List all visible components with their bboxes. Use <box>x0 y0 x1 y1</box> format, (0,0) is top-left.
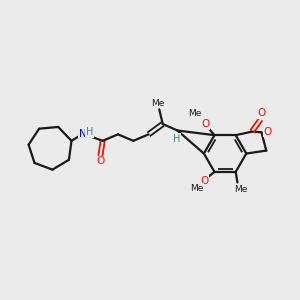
Text: O: O <box>201 119 209 129</box>
Text: H: H <box>86 127 93 137</box>
Text: O: O <box>263 127 272 137</box>
Text: N: N <box>79 129 86 139</box>
Text: O: O <box>257 108 266 118</box>
Text: Me: Me <box>188 109 201 118</box>
Text: Me: Me <box>190 184 203 193</box>
Text: H: H <box>173 134 181 144</box>
Text: Me: Me <box>234 185 248 194</box>
Text: methoxy: methoxy <box>195 117 201 118</box>
Text: Me: Me <box>151 99 164 108</box>
Text: O: O <box>96 156 104 167</box>
Text: O: O <box>200 176 208 186</box>
